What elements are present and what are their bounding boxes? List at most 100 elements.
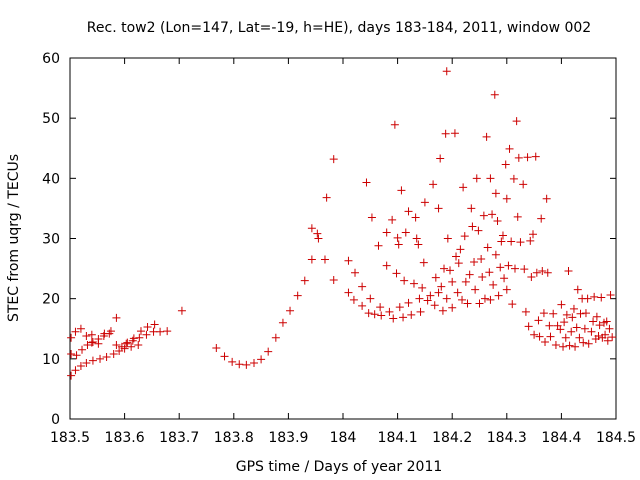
data-point [71, 366, 80, 375]
data-point [434, 204, 443, 213]
data-point [257, 355, 266, 364]
data-point [560, 318, 569, 327]
data-point [286, 306, 295, 315]
data-point [412, 234, 421, 243]
data-point [434, 288, 443, 297]
data-point [458, 295, 467, 304]
data-point [123, 338, 132, 347]
data-point [587, 327, 596, 336]
data-point [530, 330, 539, 339]
data-point [320, 255, 329, 264]
data-point [572, 323, 581, 332]
data-point [429, 180, 438, 189]
data-point [440, 264, 449, 273]
data-point [608, 333, 617, 342]
data-point [557, 300, 566, 309]
data-point [143, 322, 152, 331]
data-point [500, 274, 509, 283]
data-point [532, 268, 541, 277]
data-point [538, 266, 547, 275]
data-point [78, 345, 87, 354]
data-point [242, 360, 251, 369]
data-point [431, 273, 440, 282]
data-point [521, 307, 530, 316]
data-point [568, 313, 577, 322]
data-point [426, 291, 435, 300]
data-point [250, 359, 259, 368]
data-point [102, 353, 111, 362]
data-point [565, 341, 574, 350]
data-point [460, 232, 469, 241]
data-point [472, 174, 481, 183]
data-point [442, 294, 451, 303]
data-point [448, 303, 457, 312]
data-point [117, 342, 126, 351]
data-point [411, 213, 420, 222]
data-point [82, 331, 91, 340]
data-point [423, 296, 432, 305]
data-point [545, 321, 554, 330]
data-point [512, 117, 521, 126]
data-point [486, 174, 495, 183]
data-point [441, 129, 450, 138]
data-point [486, 295, 495, 304]
data-point [136, 327, 145, 336]
data-point [122, 339, 131, 348]
data-point [602, 317, 611, 326]
data-point [523, 153, 532, 162]
data-point [597, 293, 606, 302]
x-tick-label: 184.2 [432, 430, 472, 446]
data-point [300, 276, 309, 285]
plot-frame [69, 57, 617, 420]
x-tick-label: 184.4 [541, 430, 581, 446]
data-point [409, 279, 418, 288]
data-point [420, 198, 429, 207]
data-point [67, 333, 76, 342]
data-point [374, 241, 383, 250]
data-point [419, 258, 428, 267]
data-point [556, 325, 565, 334]
data-point [494, 291, 503, 300]
data-point [592, 312, 601, 321]
data-point [87, 330, 96, 339]
data-point [491, 250, 500, 259]
data-point [584, 339, 593, 348]
data-point [115, 347, 124, 356]
data-point [483, 243, 492, 252]
data-point [551, 340, 560, 349]
data-point [96, 354, 105, 363]
data-point [543, 268, 552, 277]
data-point [418, 283, 427, 292]
y-tick-label: 50 [42, 111, 60, 127]
data-point [491, 189, 500, 198]
data-point [516, 238, 525, 247]
data-point [576, 309, 585, 318]
data-point [504, 261, 513, 270]
y-tick-label: 30 [42, 232, 60, 248]
data-point [489, 280, 498, 289]
data-point [510, 264, 519, 273]
data-point [490, 90, 499, 99]
data-point [135, 333, 144, 342]
data-point [313, 229, 322, 238]
x-axis-label: GPS time / Days of year 2011 [236, 459, 443, 475]
y-tick-label: 10 [42, 352, 60, 368]
data-point [388, 215, 397, 224]
data-point [519, 180, 528, 189]
data-point [479, 211, 488, 220]
data-point [583, 294, 592, 303]
data-point [497, 237, 506, 246]
data-point [452, 252, 461, 261]
data-point [605, 324, 614, 333]
data-point [477, 254, 486, 263]
data-point [524, 322, 533, 331]
data-point [415, 294, 424, 303]
y-tick-label: 60 [42, 51, 60, 67]
x-tick-label: 184 [330, 430, 357, 446]
data-points [67, 67, 617, 380]
data-point [590, 292, 599, 301]
data-point [329, 276, 338, 285]
x-tick-label: 184.5 [596, 430, 636, 446]
data-point [437, 282, 446, 291]
x-tick-label: 183.5 [50, 430, 90, 446]
